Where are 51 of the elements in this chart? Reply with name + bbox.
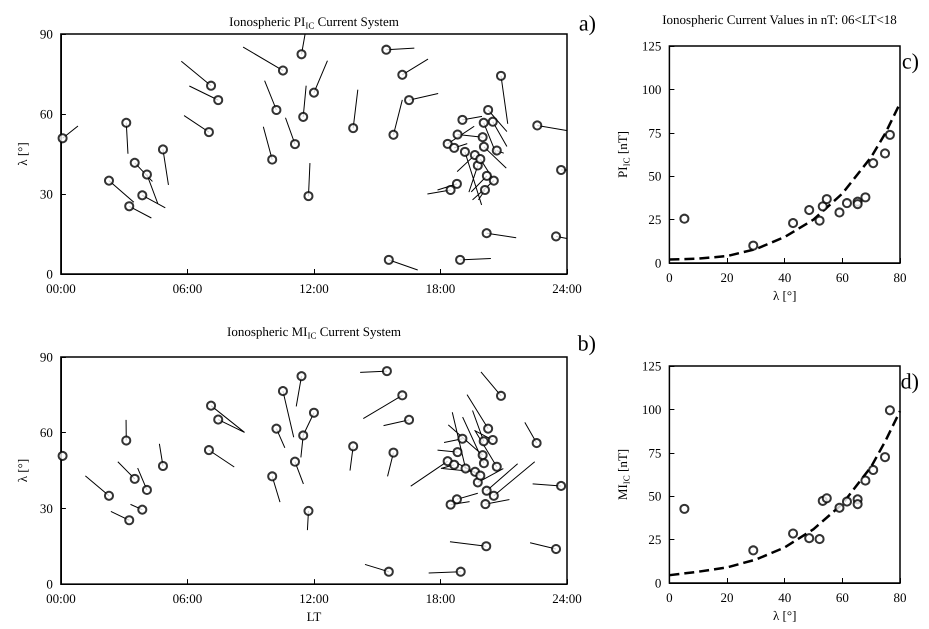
chart-title: Ionospheric Current Values in nT: 06<LT<18: [662, 12, 897, 27]
x-axis-title: λ [°]: [772, 608, 796, 623]
x-tick-label: 24:00: [552, 591, 582, 606]
x-tick-label: 40: [778, 270, 792, 285]
x-tick-label: 06:00: [172, 281, 202, 296]
x-tick-label: 24:00: [552, 281, 582, 296]
y-tick-label: 125: [642, 38, 662, 54]
y-axis-title: λ [°]: [15, 458, 30, 482]
y-tick-label: 0: [654, 256, 662, 270]
x-tick-label: 0: [666, 590, 673, 605]
y-tick-label: 0: [654, 576, 662, 590]
y-tick-label: 30: [40, 500, 53, 516]
y-tick-label: 125: [642, 358, 662, 374]
y-axis-title: λ [°]: [15, 142, 30, 166]
x-tick-label: 18:00: [426, 281, 456, 296]
y-tick-label: 90: [40, 350, 53, 364]
y-tick-label: 100: [642, 402, 662, 417]
y-tick-label: 60: [40, 425, 53, 440]
text: b): [578, 330, 596, 356]
y-tick-label: 60: [40, 106, 53, 122]
x-tick-label: 00:00: [46, 591, 76, 606]
x-tick-label: 80: [894, 590, 906, 605]
x-tick-label: 06:00: [172, 591, 202, 606]
x-axis-title: LT: [306, 609, 322, 624]
y-tick-label: 0: [46, 576, 53, 592]
x-tick-label: 20: [720, 270, 734, 285]
y-tick-label: 90: [40, 26, 53, 42]
text: a): [578, 10, 596, 36]
x-tick-label: 0: [666, 270, 673, 285]
y-tick-label: 75: [648, 125, 662, 140]
y-tick-label: 30: [40, 186, 53, 202]
x-tick-label: 40: [778, 590, 792, 605]
x-tick-label: 12:00: [299, 281, 329, 296]
x-tick-label: 80: [894, 270, 906, 285]
y-axis-title: MIIC [nT]: [615, 448, 632, 500]
y-tick-label: 50: [648, 488, 662, 504]
x-tick-label: 12:00: [299, 591, 329, 606]
x-tick-label: 20: [720, 590, 734, 605]
x-tick-label: 00:00: [46, 281, 76, 296]
x-axis-title: λ [°]: [772, 288, 796, 303]
y-tick-label: 25: [648, 212, 662, 228]
y-tick-label: 100: [642, 82, 662, 97]
x-tick-label: 60: [836, 590, 849, 605]
text: d): [900, 368, 919, 394]
y-tick-label: 75: [648, 445, 662, 460]
y-tick-label: 50: [648, 168, 662, 184]
y-axis-title: PIIC [nT]: [615, 131, 632, 178]
x-tick-label: 18:00: [426, 591, 456, 606]
text: c): [902, 48, 920, 74]
x-tick-label: 60: [836, 270, 849, 285]
y-tick-label: 25: [648, 532, 662, 548]
